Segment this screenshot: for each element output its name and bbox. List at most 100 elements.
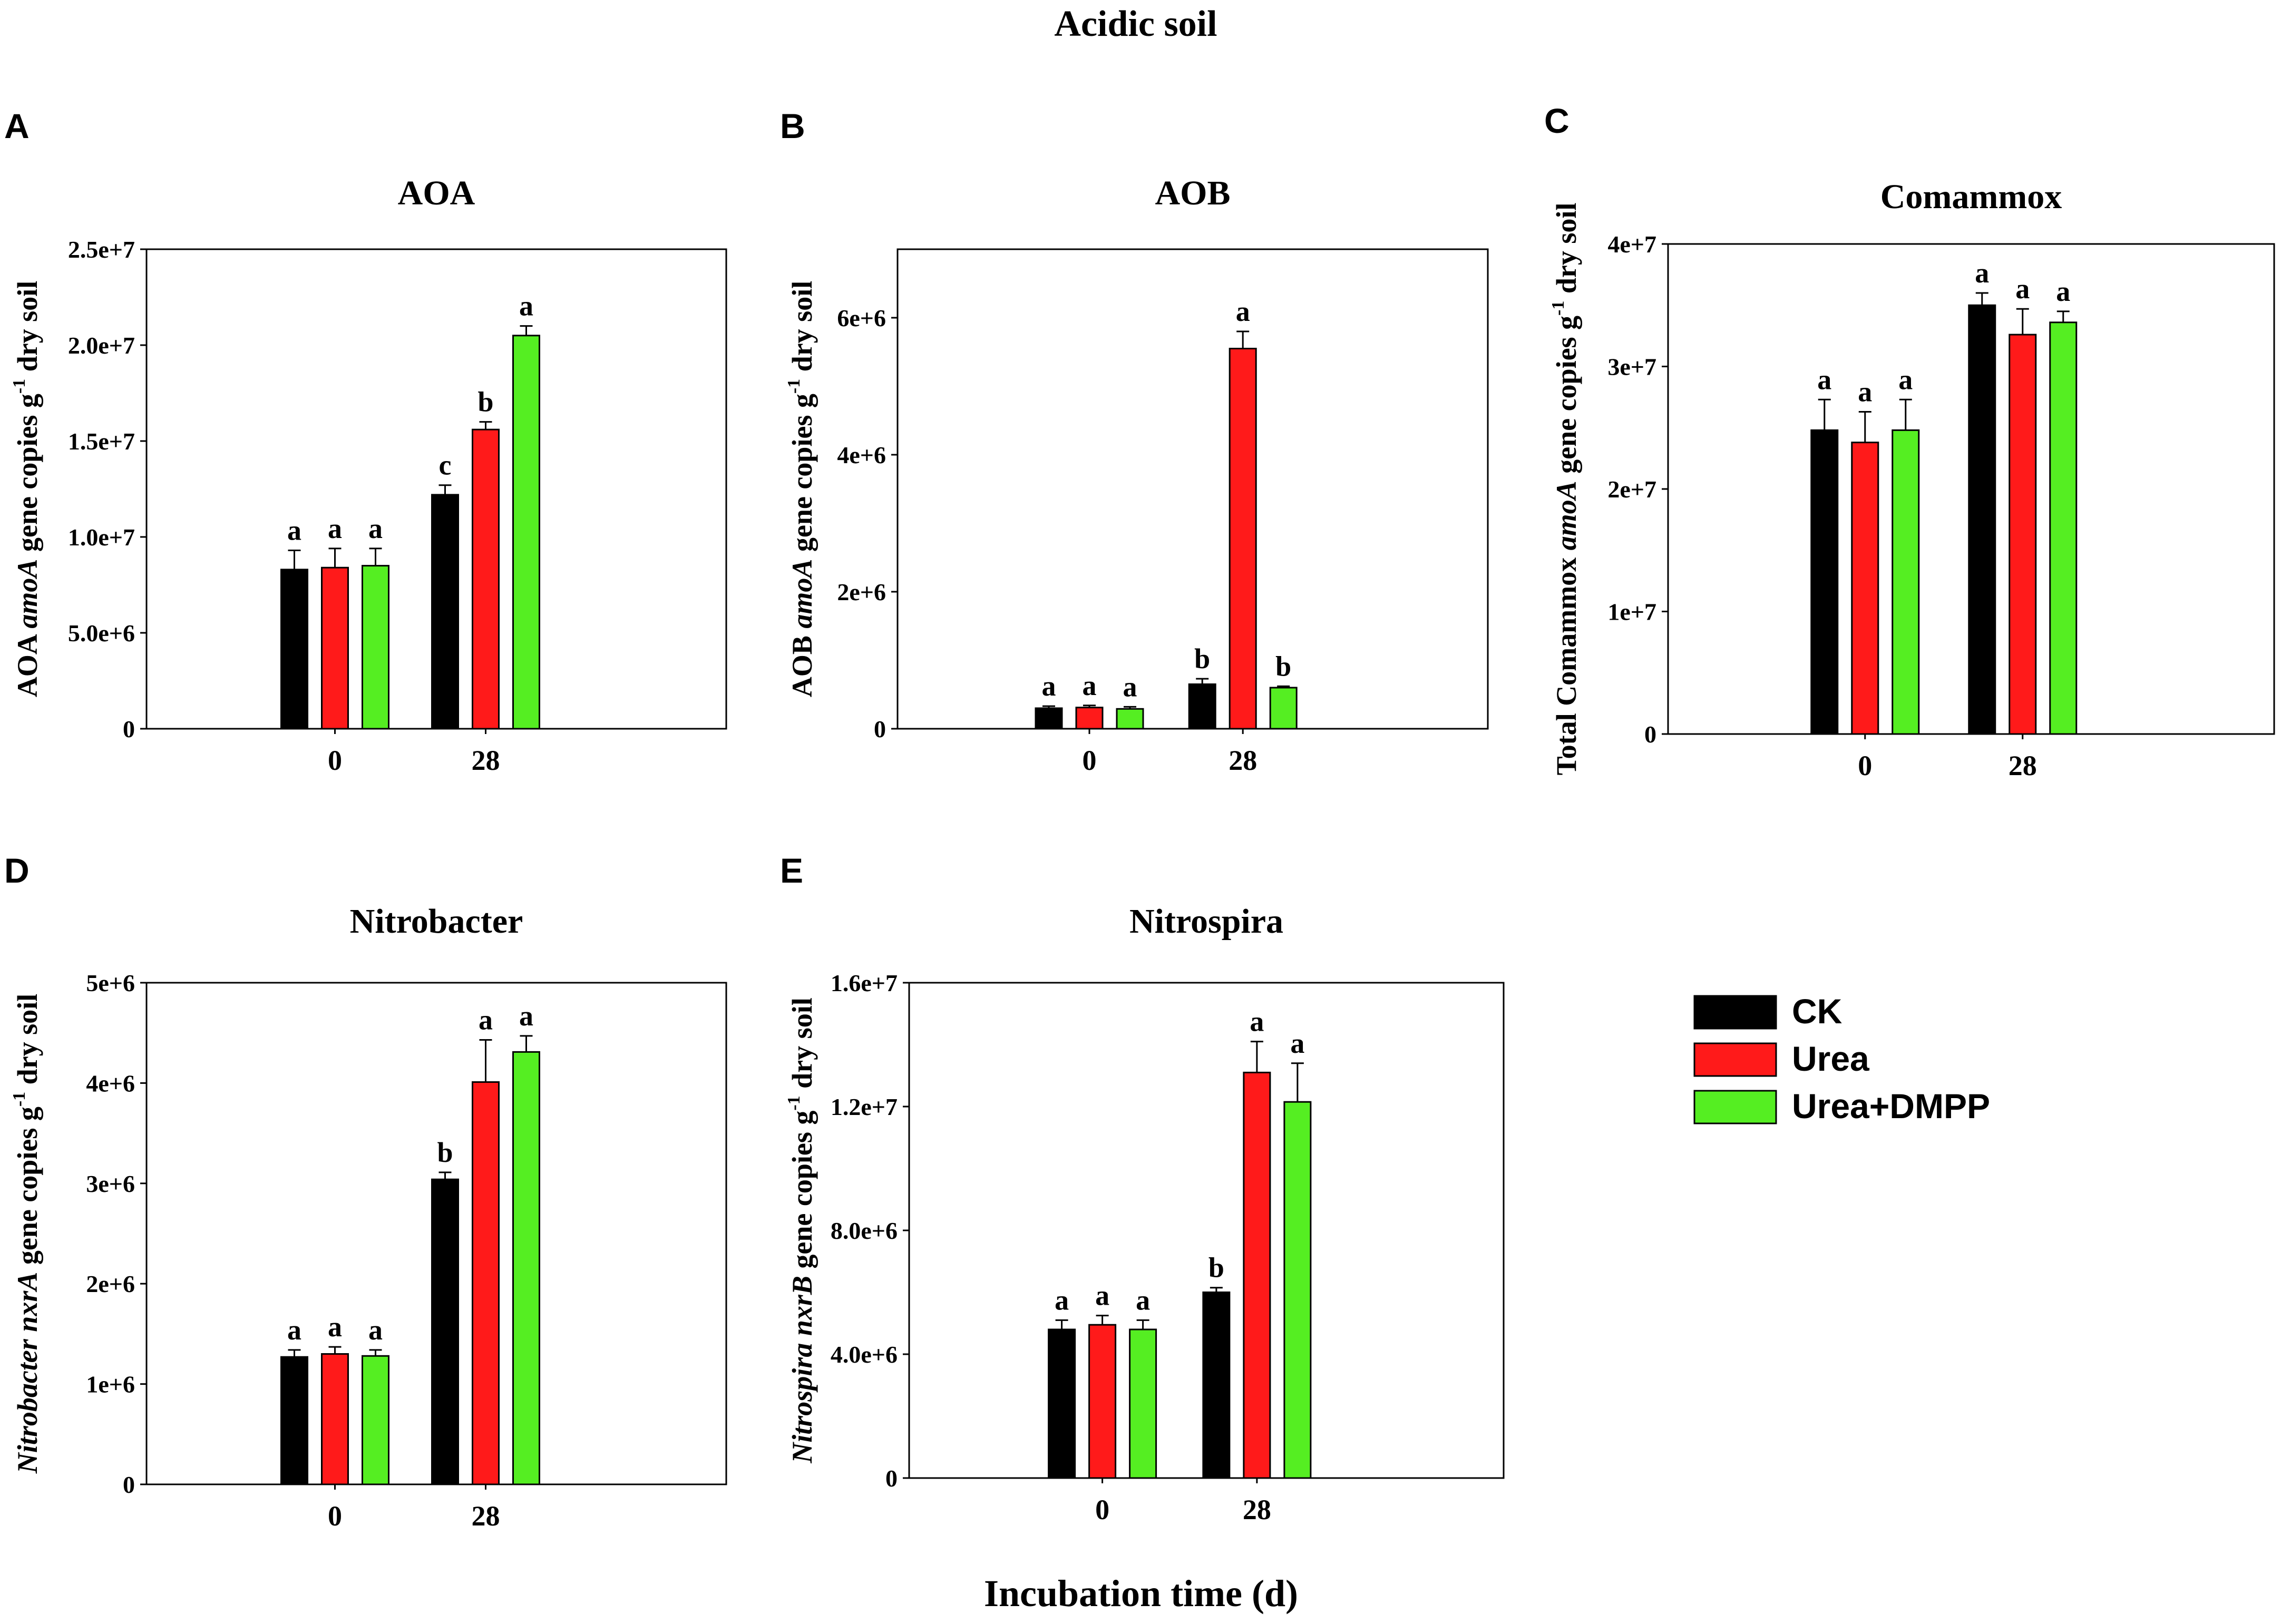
significance-letter: a (519, 290, 533, 322)
bar-urea-28 (1229, 348, 1257, 730)
x-axis-label: Incubation time (d) (984, 1572, 1298, 1615)
y-tick-label: 4e+7 (1607, 231, 1656, 258)
y-axis-label-part: dry soil (12, 281, 43, 379)
bar-urea-dmpp-28 (1269, 687, 1298, 730)
chart-title: AOA (398, 174, 475, 212)
y-axis-label-part: -1 (1548, 301, 1568, 316)
y-axis-label-part: AOA (12, 629, 43, 698)
bar-urea-0 (1088, 1324, 1117, 1479)
y-tick-label: 0 (874, 716, 886, 742)
y-axis-label-part: dry soil (1551, 203, 1582, 301)
panels-group: A AOA 0 5.0e+6 1.0e+7 1.5e+7 2.0e+7 2.5e+7 AOA a… (4, 101, 2275, 1532)
y-tick-label: 5.0e+6 (68, 620, 135, 647)
y-axis-label-part: amoA (786, 559, 818, 629)
panel-letter: A (4, 106, 30, 145)
bar-urea-dmpp-28 (1283, 1101, 1312, 1479)
significance-letter: a (1095, 1280, 1109, 1312)
x-tick-label: 0 (1095, 1494, 1109, 1525)
significance-letter: b (437, 1137, 453, 1168)
y-axis-label-part: Nitrospira (786, 1343, 818, 1464)
significance-letter: b (1275, 650, 1291, 682)
y-axis-label-part: -1 (784, 1095, 804, 1110)
bar-ck-0 (1048, 1328, 1076, 1479)
y-axis-label-part: nxrA (12, 1272, 43, 1332)
y-axis-label-part: gene copies g (1551, 316, 1582, 481)
y-tick-label: 2.0e+7 (68, 332, 135, 359)
y-tick-label: 0 (123, 1471, 135, 1498)
y-axis-label: AOA amoA gene copies g-1 dry soil (9, 281, 43, 697)
bar-urea-28 (1243, 1071, 1271, 1479)
y-tick-label: 2.5e+7 (68, 236, 135, 263)
significance-letter: c (439, 449, 452, 481)
chart-title: AOB (1155, 174, 1230, 212)
y-axis-label-part: gene copies g (786, 1111, 818, 1276)
legend-swatch (1693, 1090, 1777, 1124)
y-tick-label: 2e+6 (837, 579, 886, 605)
significance-letter: a (2015, 273, 2030, 305)
legend-item: CK (1693, 992, 1843, 1031)
bar-urea-dmpp-28 (512, 335, 540, 730)
y-axis-label-part (12, 1332, 43, 1339)
x-tick-label: 28 (472, 1500, 500, 1532)
significance-letter: a (1975, 257, 1989, 289)
plot-frame (896, 248, 1489, 730)
y-tick-label: 0 (885, 1465, 898, 1492)
y-tick-label: 4e+6 (86, 1070, 135, 1097)
bar-ck-28 (1968, 304, 1996, 735)
legend-label: Urea (1792, 1039, 1870, 1078)
y-tick-label: 4e+6 (837, 442, 886, 468)
panel-d: D Nitrobacter 0 1e+6 2e+6 3e+6 4e+6 5e+6 Nitroba… (4, 851, 727, 1532)
y-tick-label: 0 (123, 716, 135, 742)
y-tick-label: 0 (1644, 721, 1656, 748)
significance-letter: a (1858, 376, 1872, 408)
significance-letter: a (287, 514, 301, 546)
bar-urea-dmpp-0 (362, 1355, 389, 1485)
y-tick-label: 1.0e+7 (68, 524, 135, 551)
y-axis-label-part: -1 (784, 379, 804, 394)
y-axis-label: Nitrobacter nxrA gene copies g-1 dry soi… (9, 994, 43, 1474)
panel-a: A AOA 0 5.0e+6 1.0e+7 1.5e+7 2.0e+7 2.5e+7 AOA a… (4, 106, 727, 776)
y-axis-label-part (786, 1336, 818, 1343)
panel-e: E Nitrospira 0 4.0e+6 8.0e+6 1.2e+7 1.6e+7 Nitr… (780, 851, 1505, 1525)
figure-title: Acidic soil (1054, 4, 1217, 44)
y-axis-label-part: Total Comammox (1551, 550, 1582, 775)
significance-letter: b (1208, 1252, 1224, 1284)
y-axis-label-part: dry soil (12, 994, 43, 1092)
y-axis-label-part: amoA (12, 559, 43, 629)
y-tick-label: 2e+6 (86, 1270, 135, 1297)
y-tick-label: 3e+6 (86, 1170, 135, 1197)
y-tick-label: 1.6e+7 (831, 970, 898, 996)
y-axis-label-part: gene copies g (12, 1107, 43, 1271)
panel-letter: B (780, 106, 805, 145)
significance-letter: a (1898, 364, 1913, 395)
panel-letter: E (780, 851, 803, 890)
bar-ck-28 (431, 494, 459, 730)
x-tick-label: 28 (1229, 745, 1257, 776)
x-tick-label: 0 (1083, 745, 1097, 776)
chart-title: Nitrobacter (350, 902, 523, 941)
bar-urea-dmpp-0 (1129, 1328, 1157, 1479)
significance-letter: a (328, 1311, 342, 1343)
bar-urea-dmpp-0 (1116, 708, 1144, 730)
x-tick-label: 28 (472, 745, 500, 776)
y-axis-label-part: Nitrobacter (12, 1338, 43, 1474)
y-tick-label: 4.0e+6 (831, 1341, 898, 1368)
y-axis-label-part: nxrB (786, 1276, 818, 1336)
significance-letter: a (1083, 670, 1097, 701)
legend-label: Urea+DMPP (1792, 1087, 1990, 1126)
y-axis-label-part: -1 (9, 1092, 29, 1107)
significance-letter: a (1136, 1284, 1150, 1316)
bar-urea-dmpp-28 (512, 1051, 540, 1485)
y-tick-label: 8.0e+6 (831, 1217, 898, 1244)
chart-title: Nitrospira (1129, 902, 1283, 941)
y-tick-label: 2e+7 (1607, 476, 1656, 503)
legend-label: CK (1792, 992, 1843, 1031)
bar-urea-0 (1851, 442, 1879, 735)
panel-b: B AOB 0 2e+6 4e+6 6e+6 AOB amoA gene copies g-… (780, 106, 1489, 776)
bar-urea-0 (321, 1353, 349, 1485)
significance-letter: b (1194, 643, 1210, 674)
panel-letter: D (4, 851, 30, 890)
y-tick-label: 1e+7 (1607, 599, 1656, 625)
bar-ck-28 (1202, 1292, 1231, 1479)
